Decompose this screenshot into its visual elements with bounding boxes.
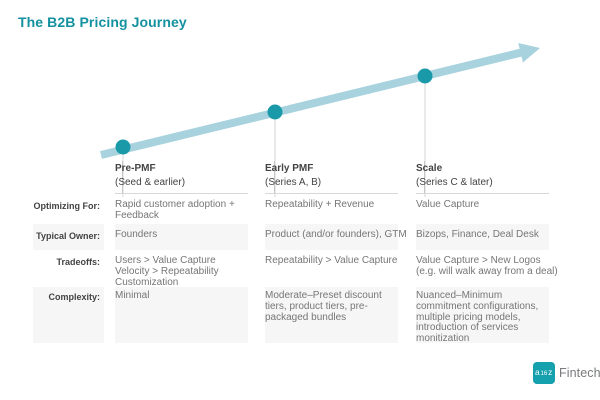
svg-text:z: z	[548, 367, 552, 377]
svg-text:a: a	[535, 367, 540, 377]
svg-text:16: 16	[540, 370, 547, 377]
